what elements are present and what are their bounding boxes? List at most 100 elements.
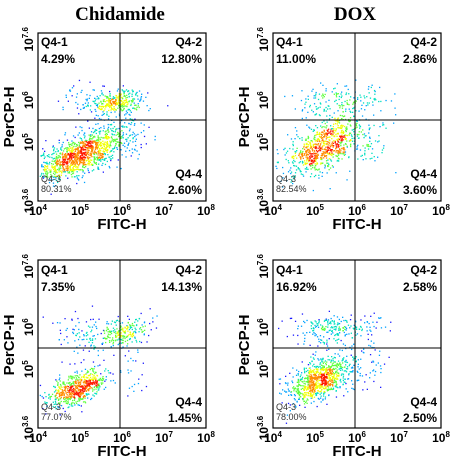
event-dot [70,405,72,407]
event-dot [93,335,95,337]
event-dot [83,390,85,393]
event-dot [91,338,94,340]
event-dot [95,103,97,105]
event-dot [317,324,319,327]
event-dot [301,155,304,158]
event-dot [140,341,143,344]
event-dot [65,175,67,177]
event-dot [52,158,54,160]
event-dot [303,340,306,342]
event-dot [103,125,105,127]
event-dot [311,160,313,162]
event-dot [113,321,116,323]
event-dot [334,323,336,325]
event-dot [307,386,309,388]
event-dot [339,387,341,389]
event-dot [328,128,330,130]
event-dot [84,385,86,387]
event-dot [308,148,310,151]
event-dot [334,357,336,359]
event-dot [92,369,94,371]
event-dot [300,379,302,382]
event-dot [335,133,337,136]
event-dot [59,170,62,172]
event-dot [102,158,104,161]
event-dot [340,339,342,342]
event-dot [77,404,79,406]
event-dot [345,92,348,94]
event-dot [98,156,100,158]
event-dot [307,375,309,377]
event-dot [71,95,73,97]
event-dot [125,99,127,101]
event-dot [104,148,106,150]
x-tick-labels: 104 105 106 107 108 [264,430,450,445]
event-dot [315,153,318,155]
event-dot [315,377,317,379]
event-dot [303,400,305,403]
event-dot [76,93,78,95]
event-dot [87,105,89,107]
event-dot [327,165,329,168]
event-dot [325,148,327,151]
event-dot [75,166,77,168]
event-dot [142,100,145,102]
event-dot [321,383,323,385]
event-dot [293,177,296,179]
event-dot [81,339,83,341]
event-dot [113,109,115,111]
event-dot [307,395,309,397]
event-dot [328,380,330,383]
x-tick-label: 107 [155,203,173,218]
event-dot [304,103,306,105]
event-dot [323,151,325,154]
event-dot [72,375,74,378]
event-dot [350,134,353,136]
event-dot [328,365,330,367]
event-dot [358,368,360,370]
event-dot [86,387,88,389]
event-dot [81,141,83,143]
event-dot [299,404,301,406]
event-dot [297,385,299,387]
event-dot [312,381,315,383]
event-dot [73,377,75,379]
event-dot [44,167,46,169]
event-dot [314,374,316,376]
event-dot [49,170,52,172]
event-dot [336,373,338,375]
x-tick-labels: 104 105 106 107 108 [264,203,450,218]
event-dot [99,95,101,97]
event-dot [120,336,122,338]
event-dot [336,316,339,318]
event-dot [89,161,91,164]
event-dot [107,128,109,130]
event-dot [330,374,332,376]
event-dot [310,377,312,379]
event-dot [296,388,298,390]
event-dot [99,364,101,366]
event-dot [106,103,108,105]
event-dot [128,318,130,320]
event-dot [347,378,350,380]
event-dot [322,359,324,361]
event-dot [127,326,129,328]
event-dot [65,96,67,98]
event-dot [96,140,98,142]
event-dot [315,154,317,157]
event-dot [62,158,64,160]
event-dot [52,163,54,165]
event-dot [112,139,115,141]
event-dot [76,168,78,170]
event-dot [64,159,66,161]
event-dot [76,153,78,155]
event-dot [310,378,312,380]
event-dot [55,398,57,401]
event-dot [84,389,86,391]
event-dot [109,102,112,104]
event-dot [116,90,119,92]
event-dot [60,153,62,155]
event-dot [90,379,92,381]
event-dot [74,384,76,387]
event-dot [79,396,81,398]
